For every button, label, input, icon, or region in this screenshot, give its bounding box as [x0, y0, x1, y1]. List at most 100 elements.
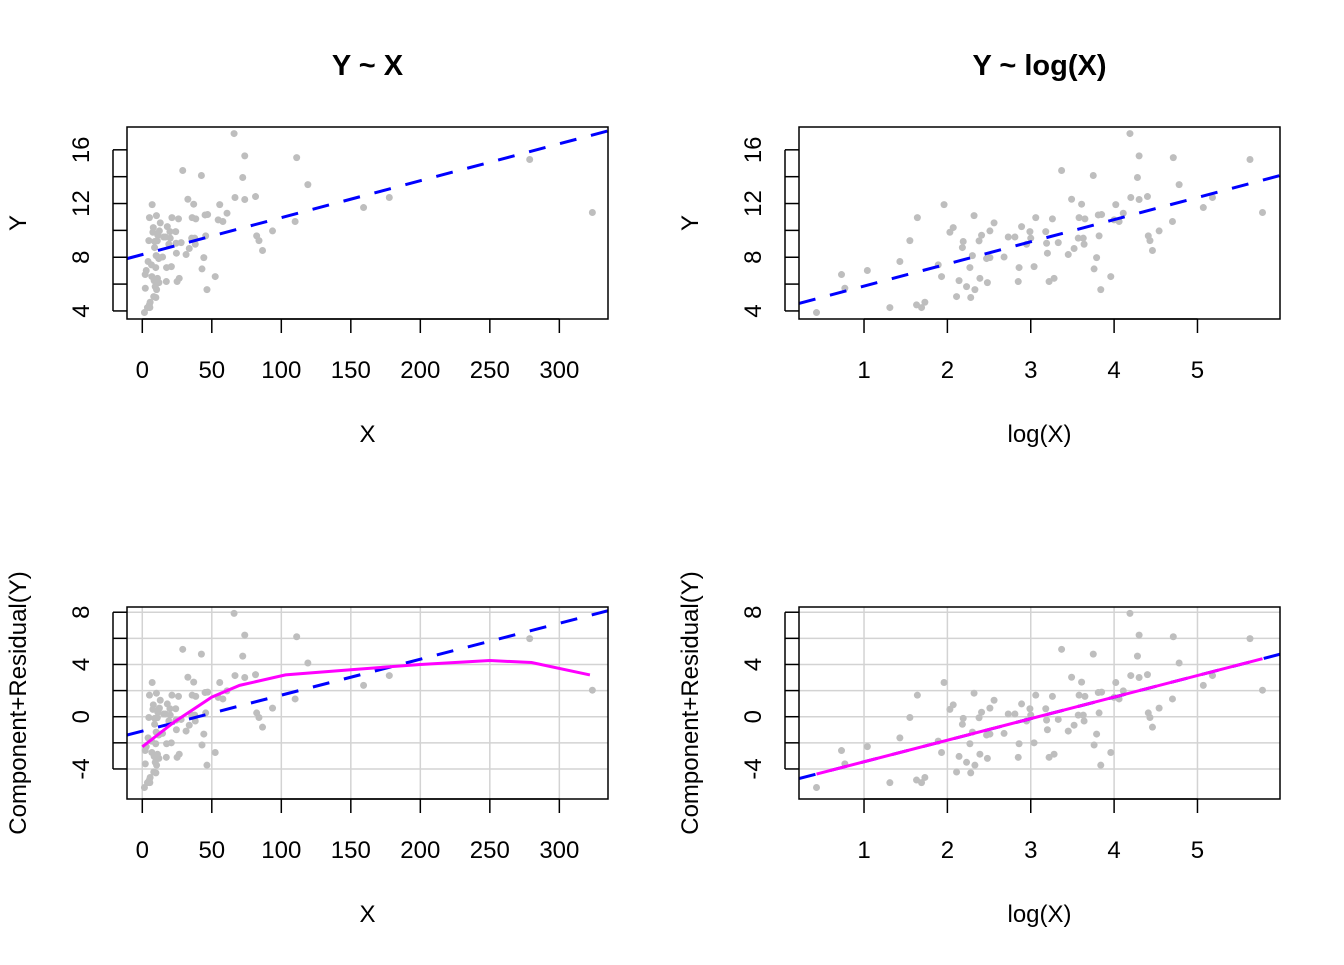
data-point — [168, 691, 176, 699]
data-point — [1112, 678, 1120, 686]
data-point — [146, 779, 154, 787]
regression-line — [799, 174, 1280, 305]
data-point — [197, 650, 205, 658]
plot-frame — [126, 126, 609, 320]
data-point — [1127, 672, 1135, 680]
data-point — [259, 723, 267, 731]
data-point — [940, 201, 948, 209]
data-point — [252, 671, 260, 679]
data-point — [1089, 171, 1097, 179]
data-point — [588, 686, 596, 694]
data-point — [159, 253, 167, 261]
data-point — [975, 714, 983, 722]
data-point — [197, 171, 205, 179]
x-tick-label: 200 — [400, 837, 440, 864]
data-point — [151, 720, 159, 728]
data-point — [241, 152, 249, 160]
data-point — [1093, 254, 1101, 262]
data-point — [149, 701, 157, 709]
data-point — [1097, 286, 1105, 294]
data-point — [986, 704, 994, 712]
data-point — [1199, 204, 1207, 212]
data-point — [1208, 193, 1216, 201]
data-point — [168, 214, 176, 222]
data-point — [239, 652, 247, 660]
data-point — [1175, 181, 1183, 189]
y-tick-label: 4 — [68, 658, 95, 671]
data-point — [906, 237, 914, 245]
x-tick-label: 1 — [857, 837, 870, 864]
data-point — [304, 659, 312, 667]
data-point — [1068, 195, 1076, 203]
data-point — [1246, 635, 1254, 643]
x-tick-label: 0 — [136, 357, 149, 384]
data-point — [1026, 705, 1034, 713]
data-point — [179, 167, 187, 175]
y-tick-label: 4 — [740, 304, 767, 317]
panel-3: 0 50 100 150 200 250 300 -4 0 4 8 X Component+Residu… — [5, 571, 609, 928]
data-point — [153, 286, 161, 294]
data-point — [1090, 265, 1098, 273]
y-tick-label: 12 — [740, 190, 767, 217]
data-point — [146, 773, 154, 781]
y-tick-label: 8 — [740, 251, 767, 264]
x-tick-label: 200 — [400, 357, 440, 384]
data-point — [1045, 753, 1053, 761]
data-point — [1097, 761, 1105, 769]
data-point — [1054, 715, 1062, 723]
data-point — [203, 286, 211, 294]
data-point — [986, 730, 994, 738]
data-point — [1074, 234, 1082, 242]
data-point — [259, 247, 267, 255]
data-point — [968, 252, 976, 260]
data-point — [155, 704, 163, 712]
data-point — [200, 730, 208, 738]
data-point — [1126, 130, 1134, 138]
data-point — [291, 695, 299, 703]
data-point — [953, 768, 961, 776]
x-axis-title: log(X) — [1007, 421, 1071, 448]
y-tick-label: -4 — [740, 758, 767, 779]
data-point — [145, 237, 153, 245]
data-point — [149, 224, 157, 232]
data-point — [231, 193, 239, 201]
data-point — [1155, 227, 1163, 235]
x-tick-label: 150 — [331, 357, 371, 384]
data-point — [1146, 237, 1154, 245]
data-point — [1026, 228, 1034, 236]
data-point — [153, 714, 161, 722]
data-point — [1199, 681, 1207, 689]
data-point — [148, 201, 156, 209]
data-point — [1208, 672, 1216, 680]
data-point — [976, 274, 984, 282]
data-point — [1058, 645, 1066, 653]
data-point — [184, 195, 192, 203]
y-tick-label: 8 — [740, 606, 767, 619]
data-point — [921, 298, 929, 306]
data-point — [141, 284, 149, 292]
data-point — [1169, 633, 1177, 641]
data-point — [906, 713, 914, 721]
data-point — [211, 749, 219, 757]
data-point — [955, 752, 963, 760]
data-point — [1068, 673, 1076, 681]
data-point — [162, 753, 170, 761]
data-point — [838, 271, 846, 279]
data-point — [1000, 253, 1008, 261]
data-point — [983, 754, 991, 762]
data-point — [162, 278, 170, 286]
data-point — [1030, 263, 1038, 271]
data-point — [959, 238, 967, 246]
data-point — [216, 201, 224, 209]
data-point — [1074, 711, 1082, 719]
data-point — [190, 678, 198, 686]
data-point — [269, 227, 277, 235]
data-point — [1015, 264, 1023, 272]
y-axis-title: Y — [677, 215, 704, 231]
data-point — [179, 645, 187, 653]
data-point — [1078, 678, 1086, 686]
data-point — [167, 263, 175, 271]
data-point — [970, 689, 978, 697]
data-point — [959, 714, 967, 722]
x-tick-label: 300 — [539, 357, 579, 384]
